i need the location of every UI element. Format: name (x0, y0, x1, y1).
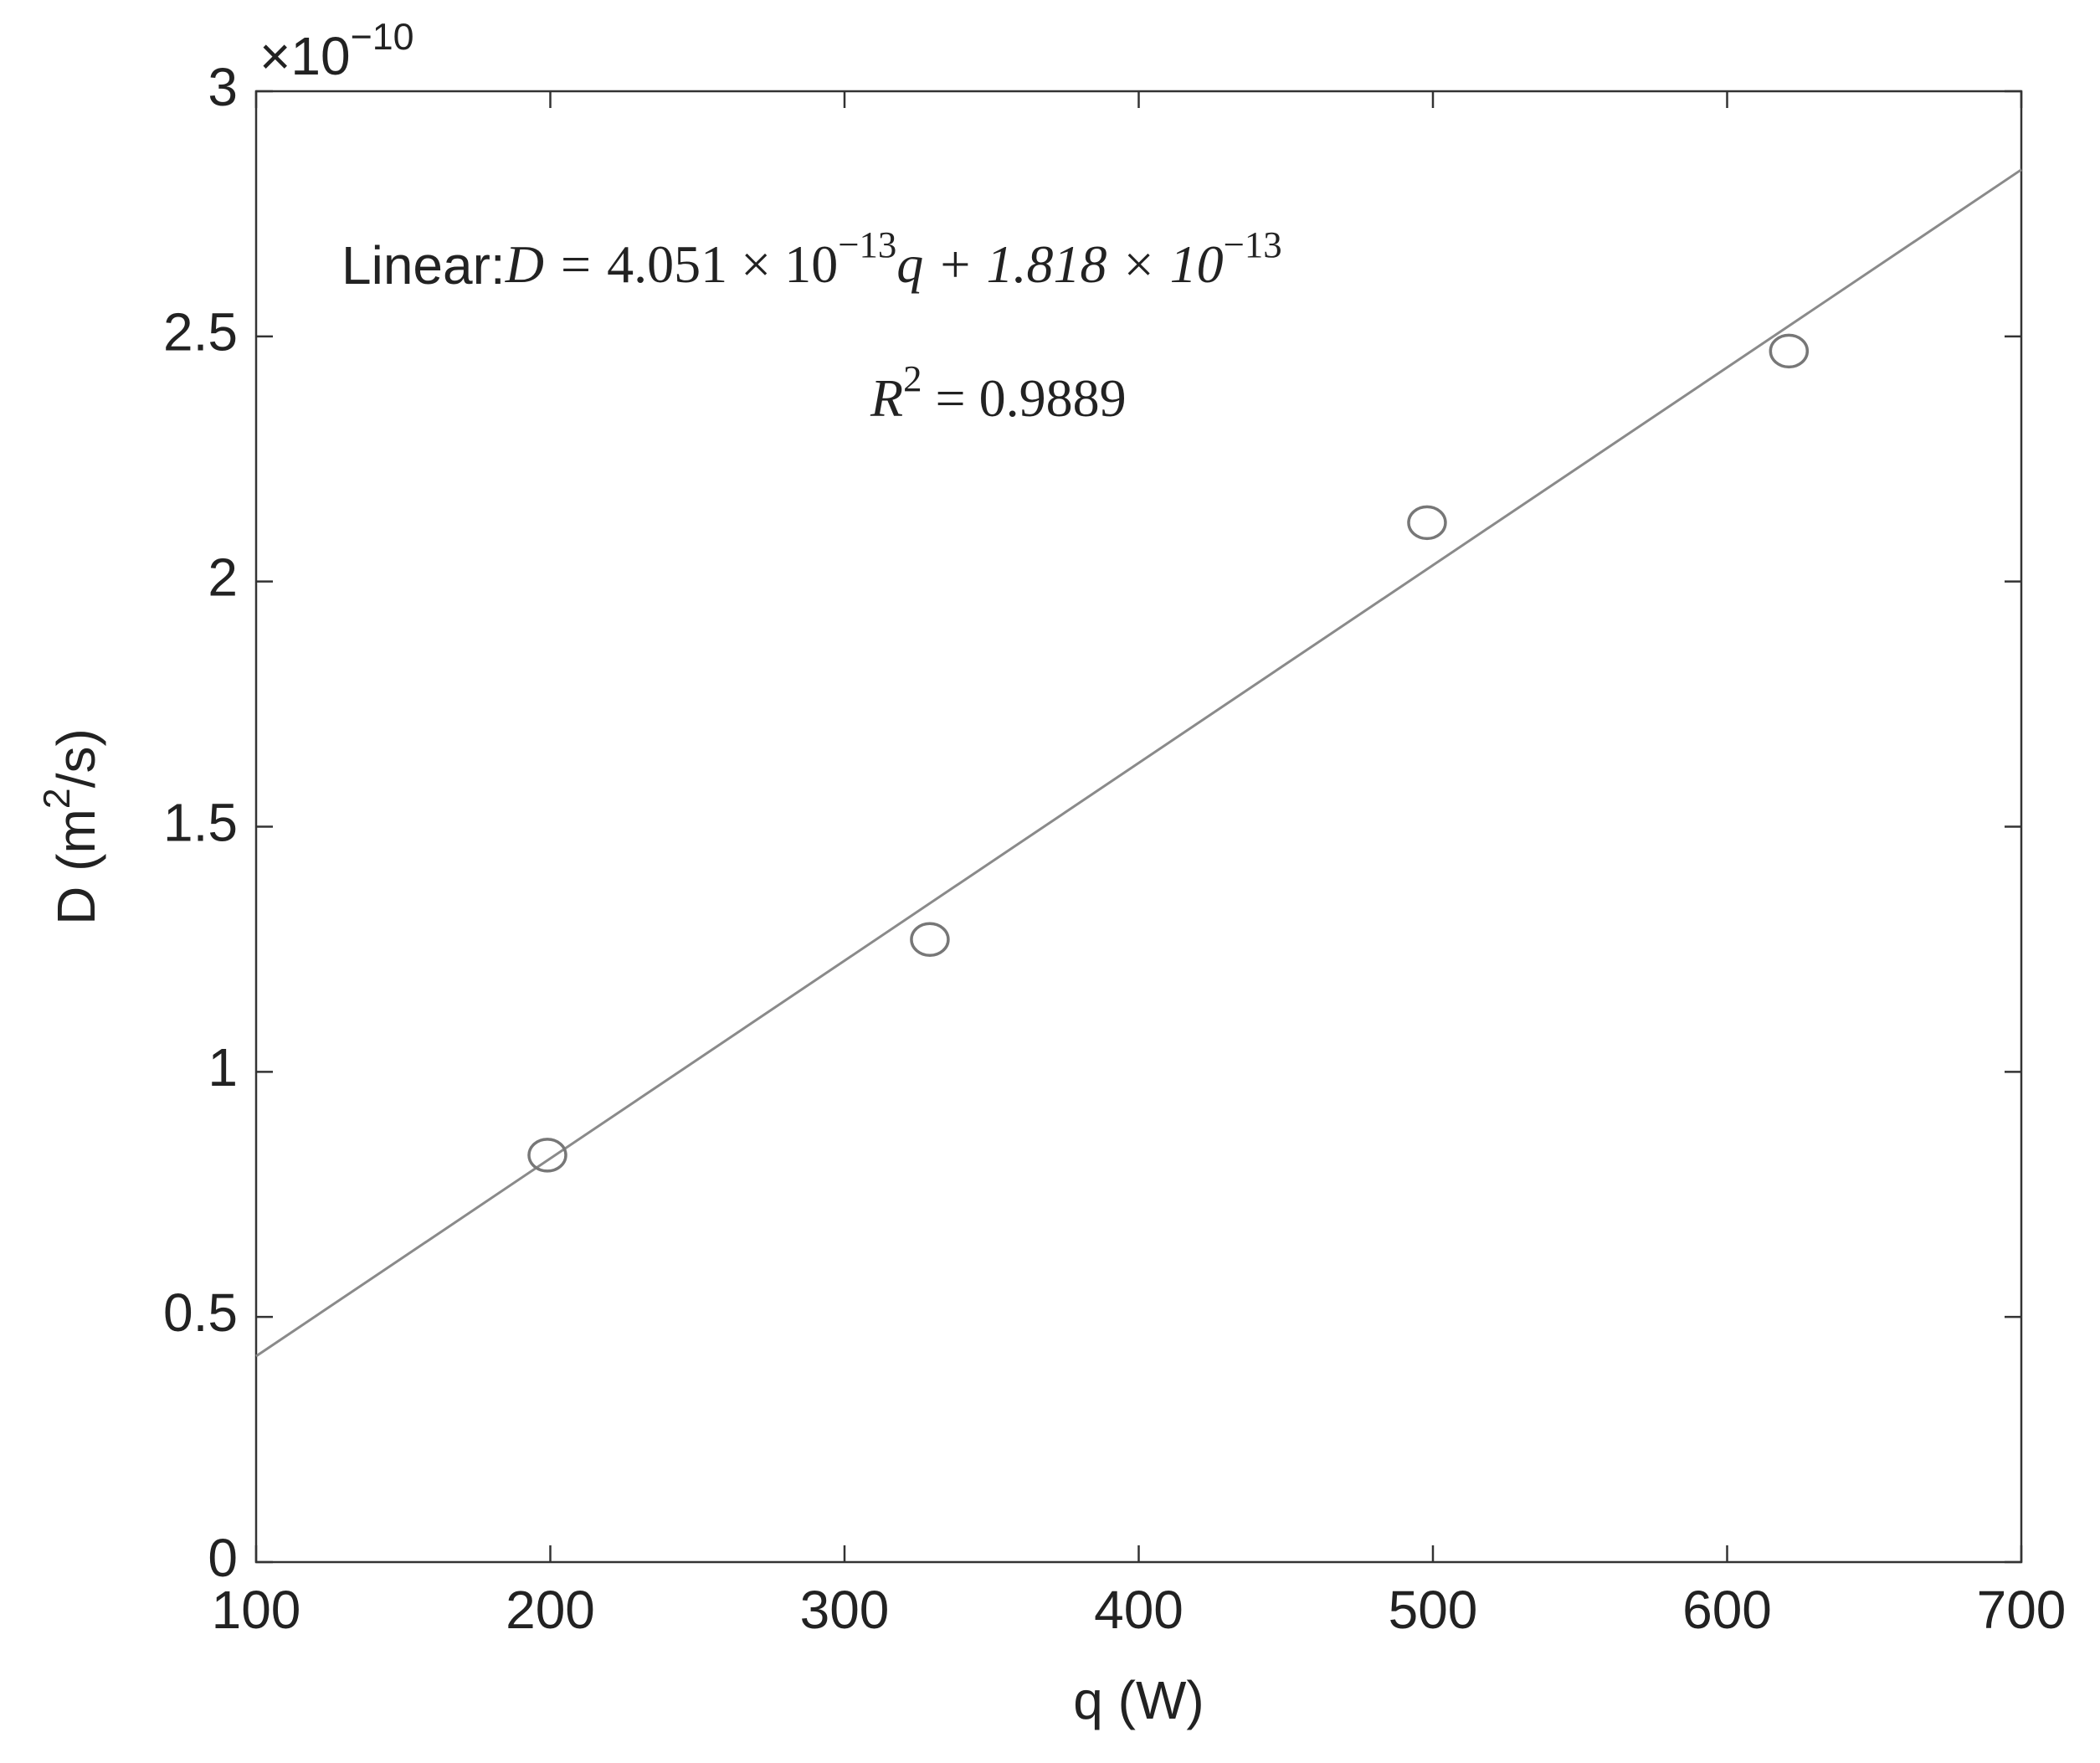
fit-equation-part: q + 1.818 × 10 (896, 234, 1223, 294)
y-tick-label: 0 (208, 1528, 238, 1588)
x-tick-label: 200 (506, 1580, 595, 1640)
fit-equation-part: 4.051 × 10 (607, 234, 838, 294)
y-tick-label: 2 (208, 547, 238, 608)
x-tick-label: 600 (1682, 1580, 1772, 1640)
y-tick-label: 0.5 (163, 1282, 238, 1343)
r-squared-part: = (922, 368, 979, 428)
y-multiplier-part: −10 (351, 16, 414, 58)
x-axis-label-part: q (W) (1073, 1670, 1204, 1730)
y-tick-label: 1.5 (163, 792, 238, 852)
fit-equation-part: D = (505, 234, 607, 294)
y-axis-label-part: 2 (36, 788, 78, 809)
fit-equation-part: −13 (1224, 224, 1282, 265)
x-tick-label: 100 (212, 1580, 301, 1640)
fit-equation: Linear:D = 4.051 × 10−13q + 1.818 × 10−1… (341, 224, 1282, 296)
y-tick-label: 2.5 (163, 302, 238, 362)
data-point (1769, 333, 1810, 369)
x-axis-label: q (W) (1073, 1670, 1204, 1730)
fit-equation-part: Linear: (341, 235, 506, 296)
r-squared: R2 = 0.9889 (870, 357, 1127, 427)
r-squared-part: 0.9889 (979, 368, 1127, 428)
x-tick-label: 300 (800, 1580, 890, 1640)
y-tick-label: 3 (208, 57, 238, 117)
y-tick-label: 1 (208, 1037, 238, 1097)
data-point (527, 1138, 567, 1173)
r-squared-part: 2 (903, 357, 922, 399)
y-axis-label-part: D (m (46, 809, 106, 925)
x-tick-label: 500 (1389, 1580, 1478, 1640)
plot-frame (254, 90, 2023, 1564)
r-squared-part: R (870, 368, 903, 428)
fit-equation-part: −13 (838, 224, 896, 265)
y-multiplier: ×10−10 (259, 16, 414, 86)
x-tick-label: 400 (1094, 1580, 1183, 1640)
data-point (1407, 505, 1447, 541)
x-tick-label: 700 (1977, 1580, 2067, 1640)
y-axis-label: D (m2/s) (36, 728, 106, 925)
y-axis-label-part: /s) (46, 728, 106, 788)
y-multiplier-part: ×10 (259, 26, 351, 86)
data-point (910, 922, 950, 957)
fit-line (255, 168, 2022, 1358)
